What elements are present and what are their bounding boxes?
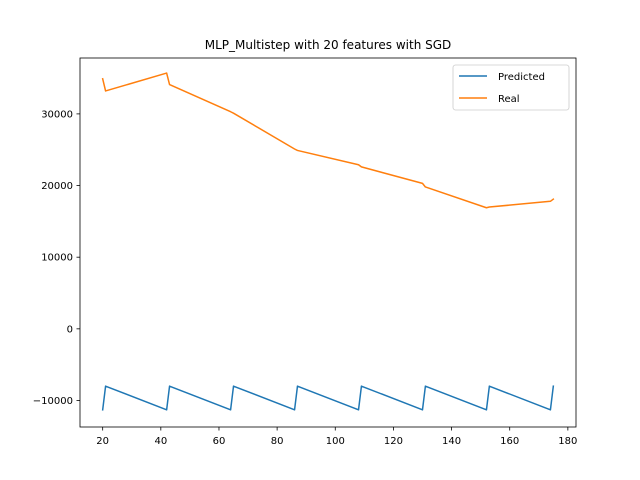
y-tick-label: 0 <box>67 324 73 335</box>
series-line-real <box>101 72 555 209</box>
x-tick-label: 180 <box>558 436 577 447</box>
x-tick-label: 160 <box>500 436 519 447</box>
chart-title: MLP_Multistep with 20 features with SGD <box>205 38 452 52</box>
legend-label-predicted: Predicted <box>498 72 545 83</box>
y-tick-label: 30000 <box>41 109 73 120</box>
y-tick-label: −10000 <box>33 396 73 407</box>
x-tick-label: 20 <box>96 436 109 447</box>
x-tick-label: 80 <box>271 436 284 447</box>
y-tick-label: 20000 <box>41 181 73 192</box>
legend-label-real: Real <box>498 94 520 105</box>
y-tick-label: 10000 <box>41 253 73 264</box>
x-tick-label: 140 <box>442 436 461 447</box>
x-tick-label: 40 <box>154 436 167 447</box>
plot-frame <box>79 57 577 428</box>
x-tick-label: 100 <box>326 436 345 447</box>
legend: Predicted Real <box>452 64 570 111</box>
series-layer <box>101 72 555 411</box>
x-tick-label: 60 <box>213 436 226 447</box>
axes-layer: 20 40 60 80 100 120 140 160 180 −10000 0 10000 20000… <box>33 57 577 447</box>
series-line-predicted <box>101 385 555 411</box>
x-tick-label: 120 <box>384 436 403 447</box>
